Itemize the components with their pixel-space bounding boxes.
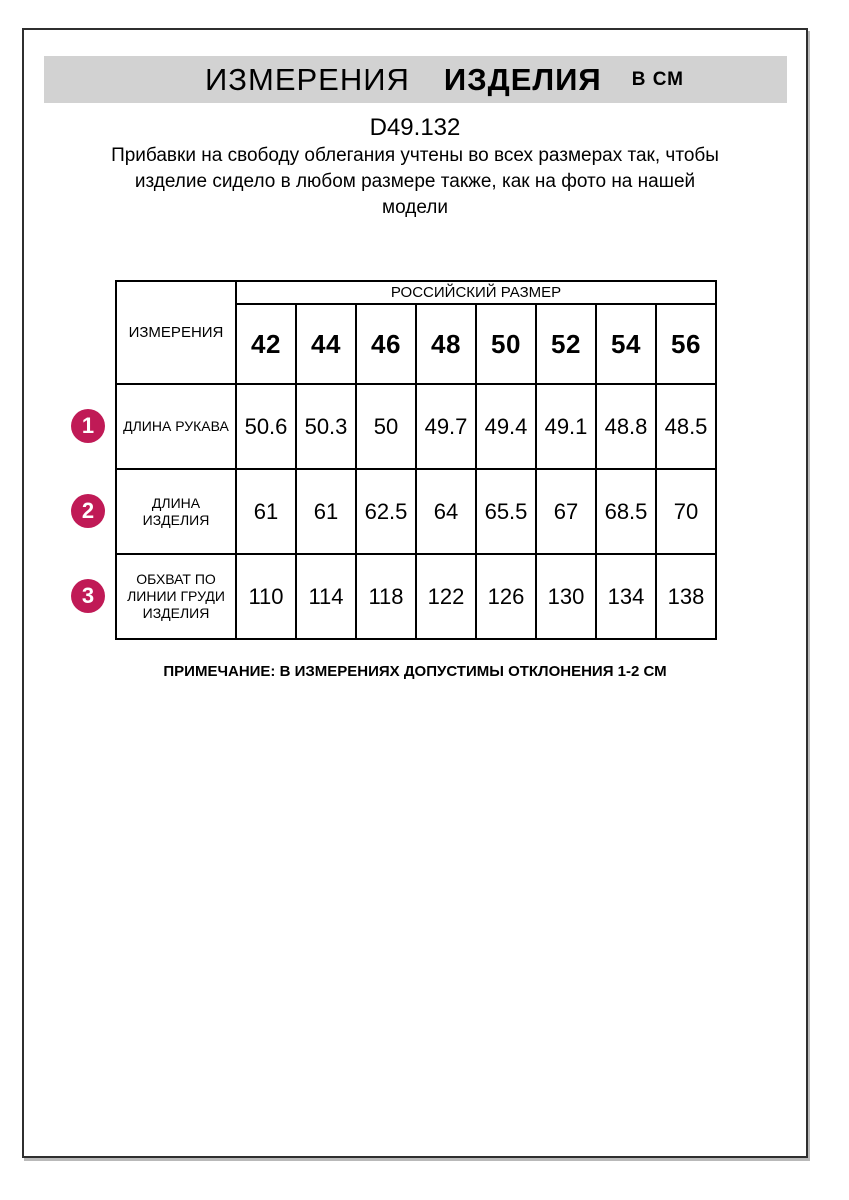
size-col-header-48: 48 <box>415 303 477 385</box>
cell-value: 130 <box>535 553 597 640</box>
product-code: D49.132 <box>369 114 461 141</box>
cell-value: 126 <box>475 553 537 640</box>
cell-value: 48.5 <box>654 383 718 470</box>
size-col-header-42: 42 <box>235 303 297 385</box>
cell-value: 122 <box>415 553 477 640</box>
cell-value: 110 <box>235 553 297 640</box>
row-label: ОБХВАТ ПО ЛИНИИ ГРУДИ ИЗДЕЛИЯ <box>115 553 237 640</box>
cell-value: 70 <box>654 468 718 555</box>
cell-value: 114 <box>295 553 357 640</box>
size-col-header-44: 44 <box>295 303 357 385</box>
size-col-header-50: 50 <box>475 303 537 385</box>
size-col-header-56: 56 <box>654 303 718 385</box>
cell-value: 64 <box>415 468 477 555</box>
cell-value: 67 <box>535 468 597 555</box>
page-title-product: ИЗДЕЛИЯ <box>443 61 602 97</box>
row-label: ДЛИНА РУКАВА <box>115 383 237 470</box>
fit-description-text: Прибавки на свободу облегания учтены во … <box>111 145 719 218</box>
table-row-sleeve-length: ДЛИНА РУКАВА 50.6 50.3 50 49.7 49.4 49.1… <box>115 383 718 470</box>
cell-value: 49.7 <box>415 383 477 470</box>
cell-value: 50 <box>355 383 417 470</box>
cell-value: 68.5 <box>595 468 657 555</box>
cell-value: 62.5 <box>355 468 417 555</box>
table-group-header: РОССИЙСКИЙ РАЗМЕР <box>234 280 718 305</box>
table-corner-header: ИЗМЕРЕНИЯ <box>115 280 237 385</box>
size-col-header-54: 54 <box>595 303 657 385</box>
document-page-frame: ИЗМЕРЕНИЯ ИЗДЕЛИЯ В СМ D49.132 Прибавки … <box>22 28 808 1158</box>
row-number-badge-2: 2 <box>71 494 105 528</box>
table-group-header-row: ИЗМЕРЕНИЯ РОССИЙСКИЙ РАЗМЕР <box>115 280 718 385</box>
cell-value: 49.1 <box>535 383 597 470</box>
cell-value: 65.5 <box>475 468 537 555</box>
table-row-item-length: ДЛИНА ИЗДЕЛИЯ 61 61 62.5 64 65.5 67 68.5… <box>115 468 718 555</box>
tolerance-note: ПРИМЕЧАНИЕ: В ИЗМЕРЕНИЯХ ДОПУСТИМЫ ОТКЛО… <box>163 663 667 680</box>
table-row-chest-girth: ОБХВАТ ПО ЛИНИИ ГРУДИ ИЗДЕЛИЯ 110 114 11… <box>115 553 718 640</box>
size-col-header-52: 52 <box>535 303 597 385</box>
row-number-badge-3: 3 <box>71 579 105 613</box>
cell-value: 49.4 <box>475 383 537 470</box>
cell-value: 61 <box>235 468 297 555</box>
cell-value: 138 <box>654 553 718 640</box>
page-title-measurements: ИЗМЕРЕНИЯ <box>204 61 410 97</box>
cell-value: 61 <box>295 468 357 555</box>
page-title-unit: В СМ <box>631 68 684 90</box>
fit-description: Прибавки на свободу облегания учтены во … <box>24 143 806 221</box>
size-col-header-46: 46 <box>355 303 417 385</box>
table-sizes-row: 42 44 46 48 50 52 54 56 <box>116 303 718 385</box>
size-table: ИЗМЕРЕНИЯ РОССИЙСКИЙ РАЗМЕР 42 44 46 48 … <box>115 280 718 640</box>
title-bar: ИЗМЕРЕНИЯ ИЗДЕЛИЯ В СМ <box>44 56 787 103</box>
cell-value: 50.3 <box>295 383 357 470</box>
cell-value: 48.8 <box>595 383 657 470</box>
cell-value: 118 <box>355 553 417 640</box>
cell-value: 134 <box>595 553 657 640</box>
cell-value: 50.6 <box>235 383 297 470</box>
row-label: ДЛИНА ИЗДЕЛИЯ <box>115 468 237 555</box>
row-number-badge-1: 1 <box>71 409 105 443</box>
size-table-zone: 1 2 3 ИЗМЕРЕНИЯ РОССИЙСКИЙ РАЗМЕР 42 44 … <box>71 280 718 640</box>
